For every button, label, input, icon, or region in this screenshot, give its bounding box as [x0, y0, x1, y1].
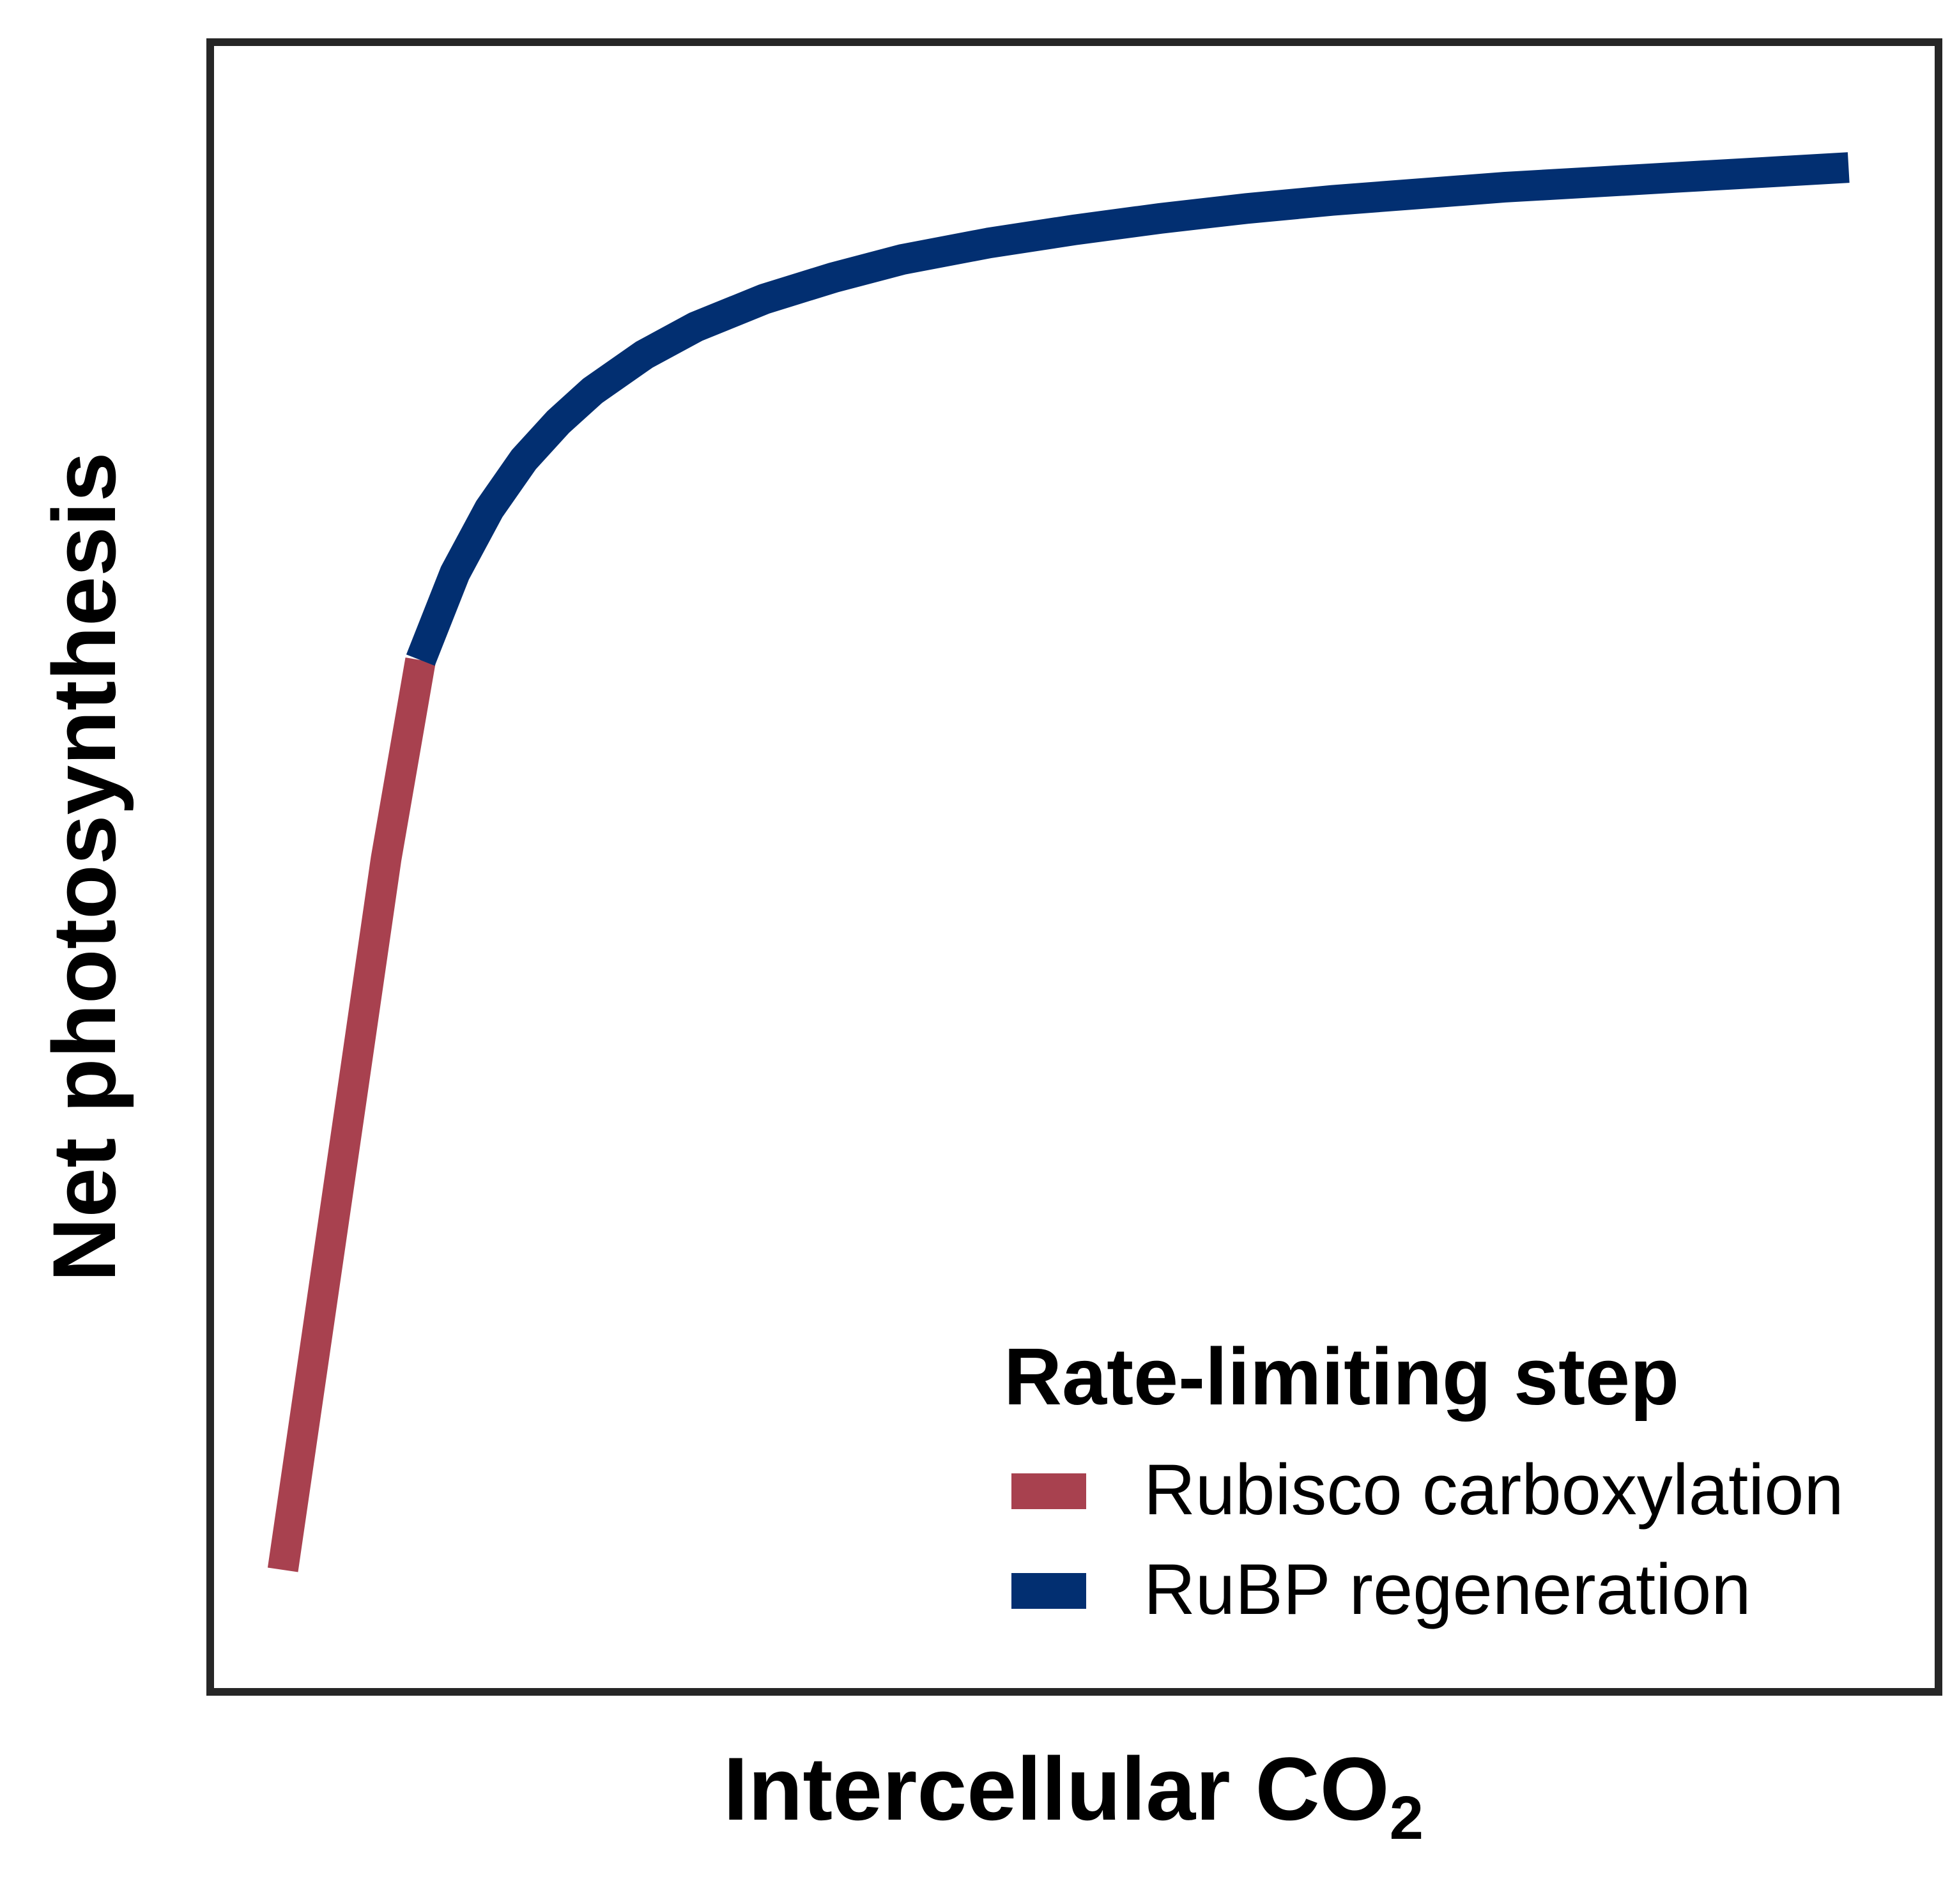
- legend-label-rubp-regeneration: RuBP regeneration: [1144, 1549, 1751, 1629]
- x-axis-label-subscript: 2: [1390, 1784, 1424, 1852]
- legend-label-rubisco-carboxylation: Rubisco carboxylation: [1144, 1450, 1844, 1530]
- series-line-rubp-regeneration: [406, 152, 1850, 666]
- legend-title: Rate-limiting step: [1004, 1332, 1679, 1422]
- legend-swatch-rubp-regeneration: [1011, 1573, 1086, 1609]
- plot-frame: [206, 38, 1942, 1696]
- series-line-rubisco-carboxylation: [267, 657, 436, 1572]
- legend: Rate-limiting step Rubisco carboxylation…: [1004, 1332, 1844, 1629]
- series-layer: [267, 152, 1850, 1572]
- x-axis-label: Intercellular CO2: [723, 1739, 1424, 1852]
- legend-entries: Rubisco carboxylation RuBP regeneration: [1011, 1450, 1844, 1629]
- y-axis-label: Net photosynthesis: [34, 452, 134, 1282]
- legend-swatch-rubisco-carboxylation: [1011, 1473, 1086, 1509]
- x-axis-label-main: Intercellular CO: [723, 1739, 1390, 1839]
